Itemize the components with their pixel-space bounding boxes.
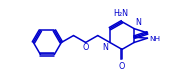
Text: N: N — [103, 43, 108, 52]
Text: O: O — [82, 43, 89, 52]
Text: O: O — [119, 62, 125, 71]
Text: H₂N: H₂N — [114, 9, 128, 18]
Text: NH: NH — [149, 36, 160, 42]
Text: N: N — [136, 18, 141, 27]
